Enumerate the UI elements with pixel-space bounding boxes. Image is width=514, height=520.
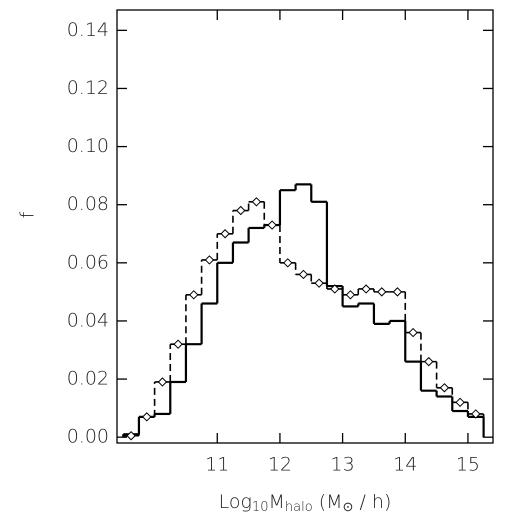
x-label-part: Log <box>219 491 252 513</box>
diamond-marker <box>298 269 309 280</box>
diamond-marker <box>471 409 481 419</box>
x-label-part: (M <box>313 491 343 513</box>
diamond-marker <box>283 258 293 268</box>
y-tick-label: 0.06 <box>67 251 109 273</box>
diamond-marker <box>251 197 262 207</box>
diamond-marker <box>330 284 340 294</box>
plot-frame <box>116 9 494 444</box>
x-tick-label: 12 <box>268 454 292 476</box>
x-tick-label: 14 <box>393 454 417 476</box>
x-label-part: / h) <box>353 491 391 513</box>
diamond-marker <box>314 278 324 288</box>
diamond-marker <box>439 383 450 393</box>
diamond-marker <box>220 229 230 239</box>
y-tick-label: 0.14 <box>67 19 109 41</box>
diamond-marker <box>408 327 418 338</box>
y-tick-label: 0.00 <box>67 426 109 448</box>
x-tick-label: 13 <box>331 454 355 476</box>
y-tick-label: 0.08 <box>67 193 109 215</box>
diamond-marker <box>377 287 387 297</box>
x-label-part: 10 <box>252 500 269 515</box>
x-label-part: M <box>268 491 284 513</box>
x-label-part: halo <box>285 500 313 515</box>
y-axis-label: f <box>17 211 39 218</box>
diamond-marker <box>126 431 136 441</box>
x-label-part: ⊙ <box>343 500 354 515</box>
diamond-marker <box>173 339 183 349</box>
diamond-marker <box>157 377 168 387</box>
diamond-marker <box>345 290 356 300</box>
diamond-marker <box>204 255 215 265</box>
diamond-marker <box>424 356 434 367</box>
y-tick-label: 0.10 <box>67 135 109 157</box>
diamond-marker <box>455 397 465 408</box>
diamond-marker <box>236 205 246 216</box>
x-tick-label: 15 <box>456 454 480 476</box>
diamond-marker <box>361 284 371 294</box>
diamond-marker <box>392 287 403 297</box>
diamond-marker <box>189 290 199 300</box>
diamond-marker <box>267 220 277 230</box>
y-tick-label: 0.04 <box>67 309 109 331</box>
x-axis-label: Log10Mhalo (M⊙ / h) <box>219 491 392 515</box>
diamond-marker <box>142 412 152 422</box>
x-tick-label: 11 <box>205 454 229 476</box>
y-tick-label: 0.02 <box>67 368 109 390</box>
y-tick-label: 0.12 <box>67 77 109 99</box>
